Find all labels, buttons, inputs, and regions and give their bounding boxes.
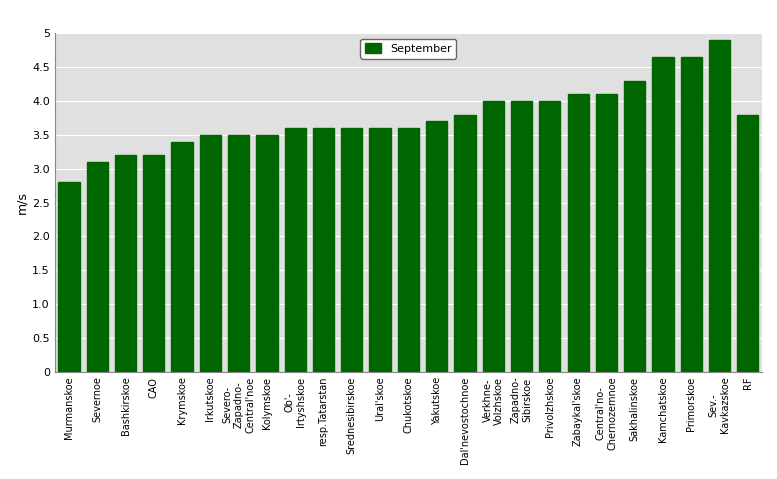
Bar	[86, 162, 108, 372]
Bar	[115, 155, 136, 372]
Bar	[341, 128, 362, 372]
Bar	[398, 128, 419, 372]
Bar	[313, 128, 334, 372]
Bar	[653, 57, 674, 372]
Bar	[143, 155, 165, 372]
Bar	[256, 135, 277, 372]
Bar	[455, 114, 476, 372]
Bar	[228, 135, 249, 372]
Bar	[624, 81, 646, 372]
Bar	[511, 101, 532, 372]
Bar	[200, 135, 221, 372]
Bar	[539, 101, 560, 372]
Bar	[567, 94, 589, 372]
Bar	[681, 57, 702, 372]
Bar	[596, 94, 617, 372]
Bar	[172, 142, 193, 372]
Bar	[737, 114, 758, 372]
Bar	[58, 182, 79, 372]
Bar	[284, 128, 306, 372]
Bar	[483, 101, 503, 372]
Bar	[426, 121, 448, 372]
Legend: September: September	[361, 39, 456, 58]
Bar	[709, 40, 730, 372]
Bar	[370, 128, 391, 372]
Y-axis label: m/s: m/s	[15, 191, 28, 214]
